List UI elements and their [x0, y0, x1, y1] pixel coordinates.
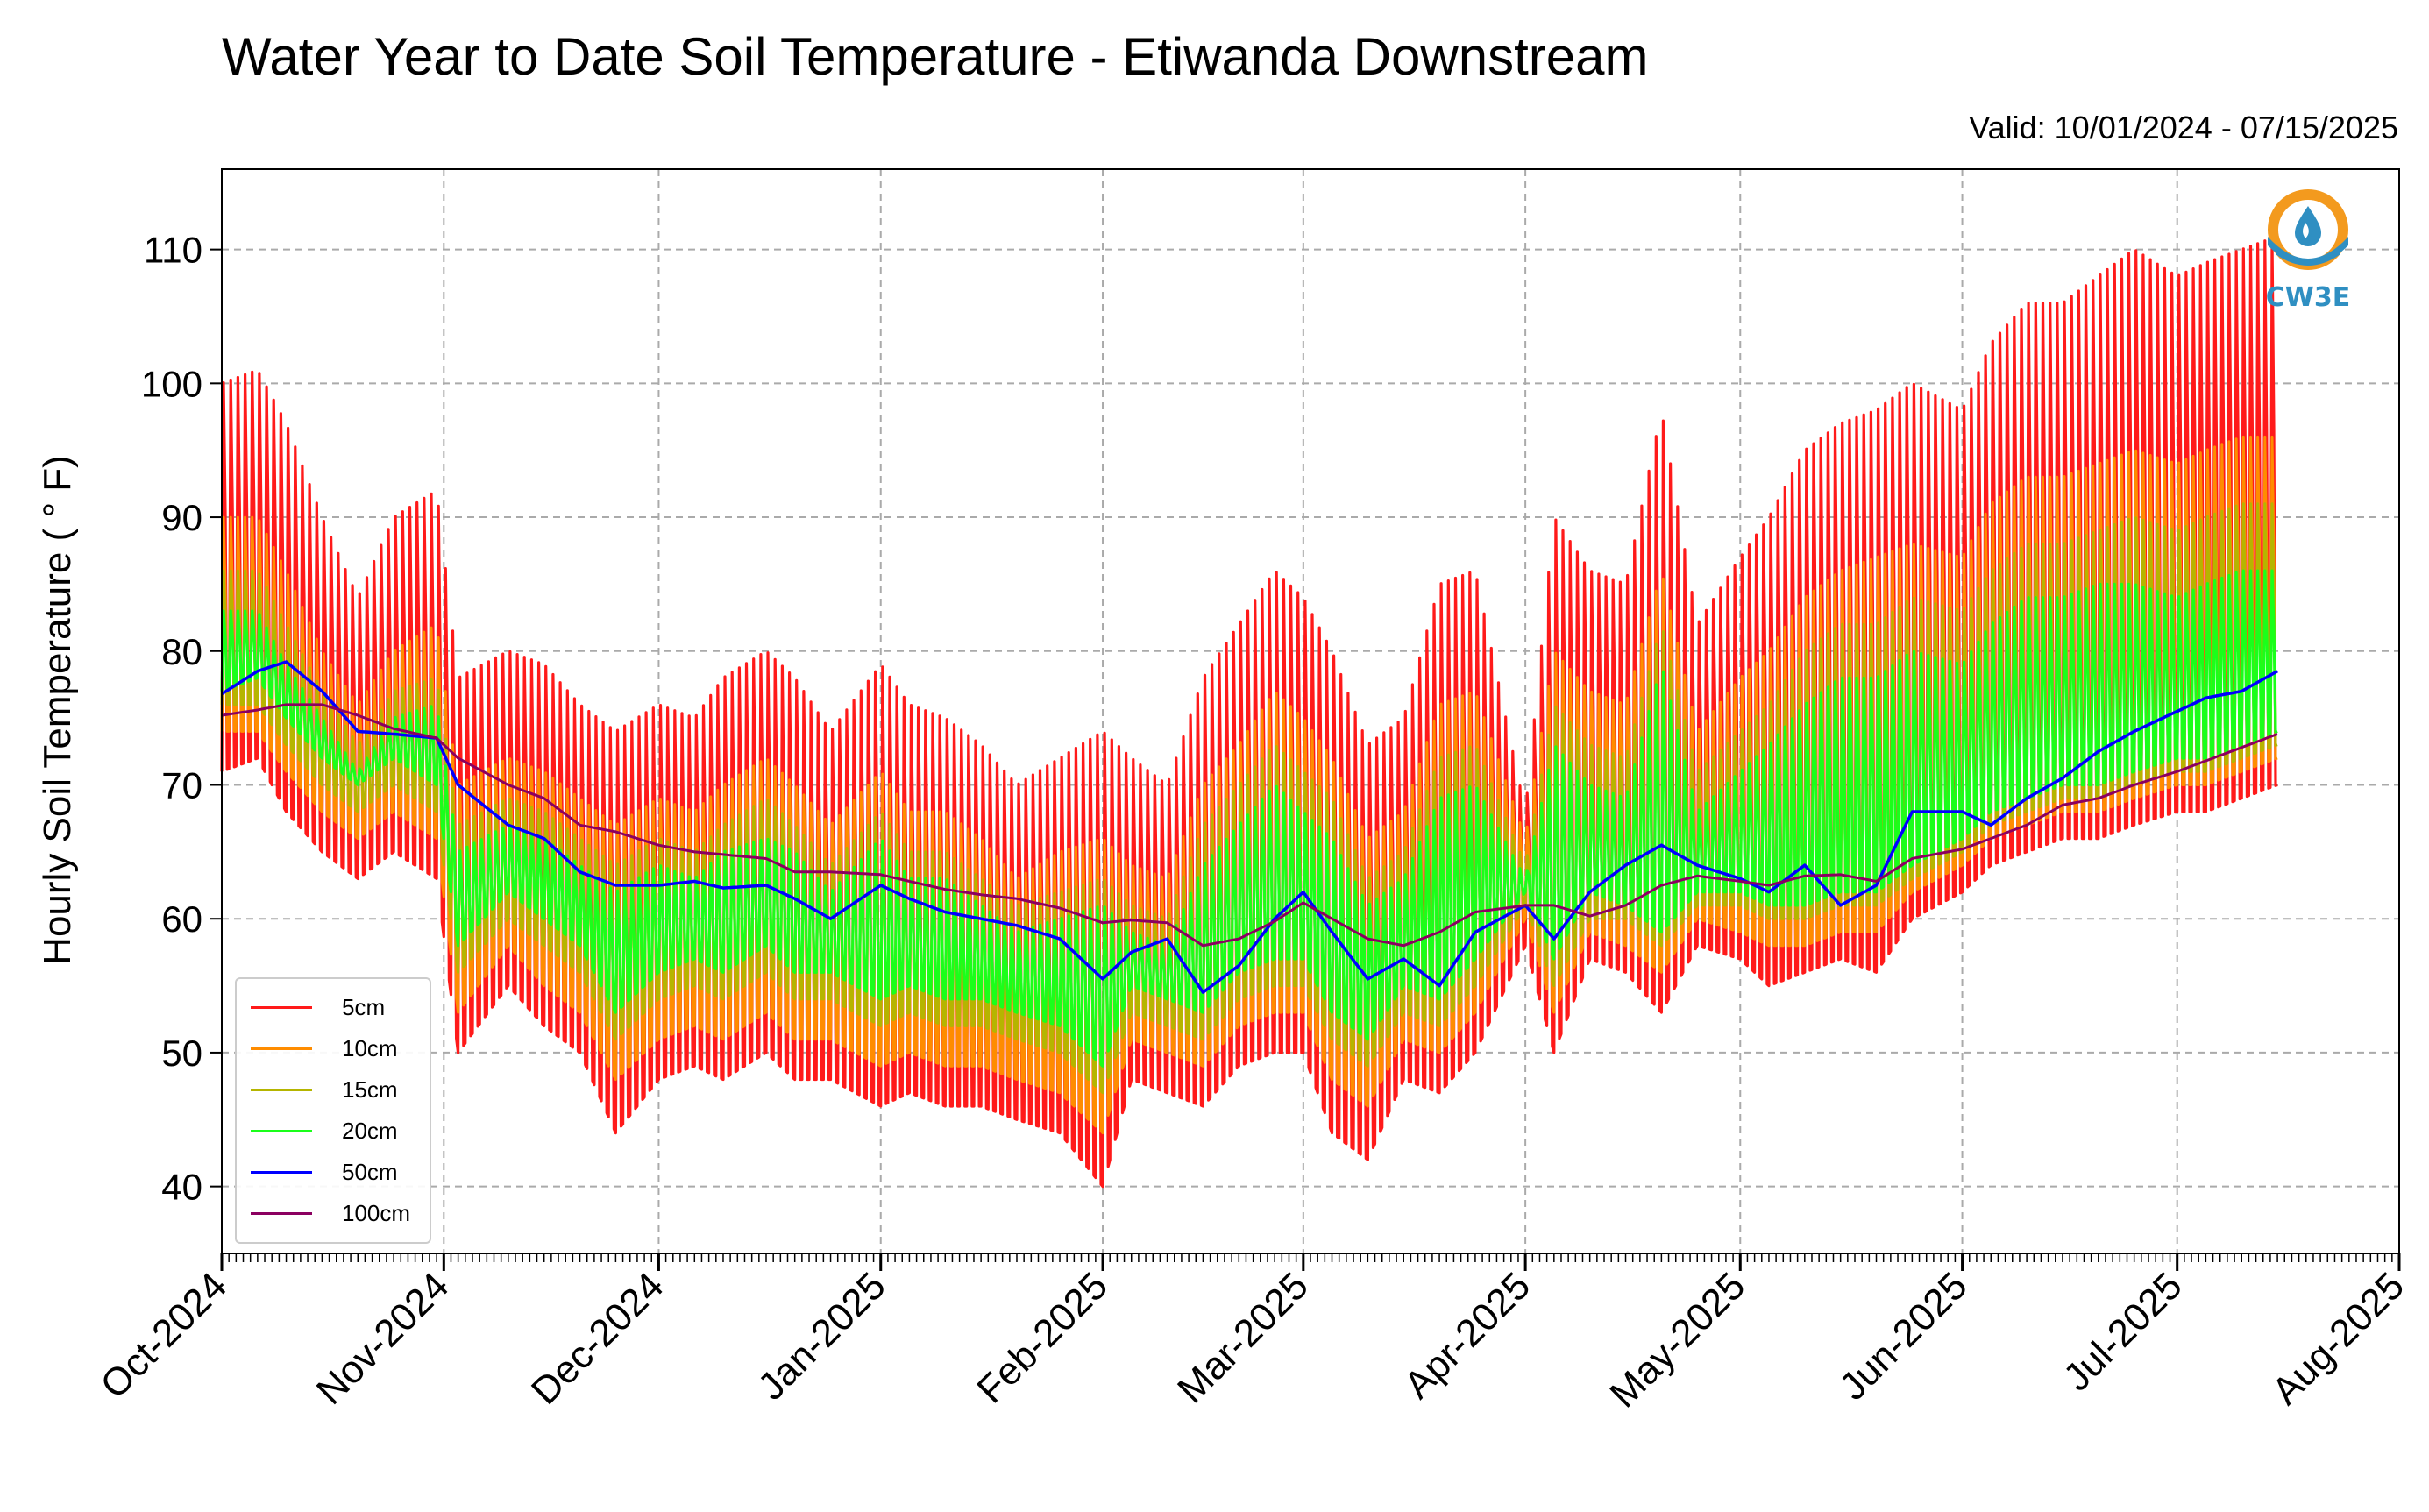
x-tick-label: Mar-2025 — [1169, 1264, 1317, 1411]
x-tick-label: Feb-2025 — [969, 1264, 1116, 1411]
cw3e-logo: CW3E — [2260, 184, 2356, 324]
legend-label: 5cm — [342, 994, 386, 1020]
series-line-20cm — [220, 569, 2278, 1068]
legend-swatch — [251, 1130, 312, 1132]
x-tick-label: Oct-2024 — [92, 1264, 235, 1407]
series-line-50cm — [221, 660, 2278, 994]
y-tick-label: 80 — [161, 631, 202, 672]
y-axis-label: Hourly Soil Temperature ( ° F) — [36, 455, 79, 965]
y-tick-label: 40 — [161, 1167, 202, 1208]
data-series — [220, 237, 2278, 1189]
legend-item-50cm: 50cm — [245, 1154, 421, 1189]
y-tick-label: 60 — [161, 898, 202, 940]
y-axis-ticks: 40 50 60 70 80 90 100 110 — [141, 230, 222, 1208]
series-line-100cm — [221, 703, 2278, 948]
x-tick-label: Jun-2025 — [1831, 1264, 1975, 1408]
x-tick-label: Dec-2024 — [523, 1264, 672, 1413]
cw3e-logo-icon — [2268, 189, 2348, 270]
legend-label: 10cm — [342, 1035, 398, 1061]
legend-item-15cm: 15cm — [245, 1072, 421, 1107]
y-tick-label: 50 — [161, 1033, 202, 1074]
legend: 5cm 10cm 15cm 20cm 50cm 100cm — [235, 977, 431, 1244]
legend-item-100cm: 100cm — [245, 1196, 421, 1231]
legend-swatch — [251, 1006, 312, 1009]
legend-label: 100cm — [342, 1200, 411, 1226]
x-tick-label: Aug-2025 — [2263, 1264, 2412, 1413]
legend-swatch — [251, 1212, 312, 1215]
y-tick-label: 100 — [141, 363, 202, 404]
legend-label: 15cm — [342, 1076, 398, 1103]
legend-swatch — [251, 1047, 312, 1050]
legend-label: 20cm — [342, 1118, 398, 1144]
chart-title: Water Year to Date Soil Temperature - Et… — [222, 27, 1649, 86]
legend-swatch — [251, 1171, 312, 1174]
legend-item-10cm: 10cm — [245, 1031, 421, 1066]
legend-label: 50cm — [342, 1159, 398, 1185]
valid-date-range: Valid: 10/01/2024 - 07/15/2025 — [1969, 110, 2398, 146]
x-tick-label: Apr-2025 — [1396, 1264, 1539, 1407]
y-tick-label: 90 — [161, 497, 202, 538]
x-tick-label: May-2025 — [1602, 1264, 1753, 1416]
legend-swatch — [251, 1089, 312, 1091]
x-axis-ticks: Oct-2024 Nov-2024 Dec-2024 Jan-2025 Feb-2025… — [92, 1253, 2412, 1416]
y-tick-label: 70 — [161, 764, 202, 806]
cw3e-logo-text: CW3E — [2265, 282, 2351, 313]
y-tick-label: 110 — [144, 230, 202, 271]
legend-item-5cm: 5cm — [245, 990, 421, 1025]
x-tick-label: Jan-2025 — [749, 1264, 893, 1408]
x-tick-label: Nov-2024 — [309, 1264, 458, 1413]
legend-item-20cm: 20cm — [245, 1113, 421, 1148]
x-tick-label: Jul-2025 — [2056, 1264, 2191, 1399]
